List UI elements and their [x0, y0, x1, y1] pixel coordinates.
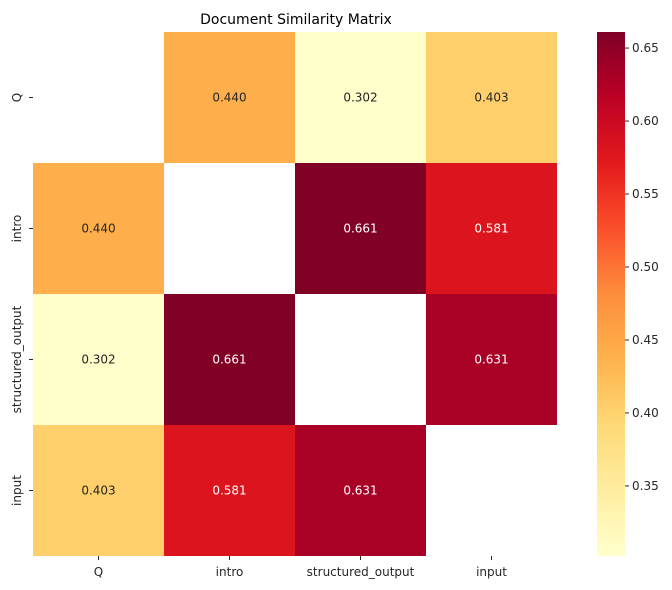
heatmap-cell	[164, 425, 295, 556]
colorbar-tick-label: 0.50	[632, 260, 659, 274]
chart-title: Document Similarity Matrix	[200, 12, 392, 28]
heatmap-cell	[426, 294, 557, 425]
heatmap-cell	[33, 163, 164, 294]
heatmap-cell	[295, 425, 426, 556]
colorbar-tick-label: 0.45	[632, 333, 659, 347]
colorbar-gradient	[597, 32, 625, 556]
y-tick-label: Q	[10, 93, 24, 102]
colorbar-tick-label: 0.65	[632, 41, 659, 55]
y-tick-label: input	[10, 475, 24, 506]
x-tick-label: input	[476, 565, 507, 579]
colorbar-tick-label: 0.35	[632, 479, 659, 493]
cell-value-label: 0.302	[343, 91, 377, 105]
x-tick-label: Q	[94, 565, 103, 579]
heatmap-cell	[295, 163, 426, 294]
colorbar-tick-label: 0.40	[632, 406, 659, 420]
heatmap-cell	[295, 32, 426, 163]
cell-value-label: 0.581	[212, 484, 246, 498]
cell-value-label: 0.631	[343, 484, 377, 498]
heatmap-cells: 0.440 0.302 0.403 0.440 0.661 0.581 0.302 0.661…	[33, 32, 557, 556]
cell-value-label: 0.440	[81, 222, 115, 236]
heatmap-cell	[426, 32, 557, 163]
y-tick-label: intro	[10, 215, 24, 243]
cell-value-label: 0.302	[81, 353, 115, 367]
cell-value-label: 0.581	[474, 222, 508, 236]
heatmap-cell	[33, 294, 164, 425]
heatmap-cell	[164, 32, 295, 163]
colorbar: 0.35 0.40 0.45 0.50 0.55 0.60 0.65	[597, 32, 659, 556]
y-tick-label: structured_output	[10, 305, 24, 413]
cell-value-label: 0.631	[474, 353, 508, 367]
heatmap-cell	[33, 425, 164, 556]
colorbar-tick-label: 0.55	[632, 187, 659, 201]
heatmap-cell	[426, 163, 557, 294]
cell-value-label: 0.403	[474, 91, 508, 105]
heatmap-cell	[164, 294, 295, 425]
cell-value-label: 0.440	[212, 91, 246, 105]
x-tick-label: intro	[216, 565, 244, 579]
cell-value-label: 0.403	[81, 484, 115, 498]
cell-value-label: 0.661	[212, 353, 246, 367]
cell-value-label: 0.661	[343, 222, 377, 236]
colorbar-tick-label: 0.60	[632, 114, 659, 128]
x-tick-label: structured_output	[307, 565, 415, 579]
